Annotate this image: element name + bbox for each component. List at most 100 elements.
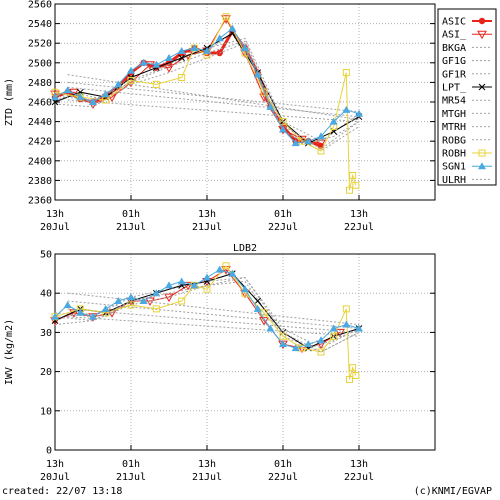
x-tick-label: 13h [350, 459, 368, 470]
legend-label: ASI_ [442, 30, 467, 41]
data-point [259, 93, 269, 103]
data-point [228, 269, 237, 277]
series-asi [50, 266, 345, 354]
x-tick-label: 01h [274, 209, 292, 220]
chart-title: LDB2 [233, 243, 257, 254]
data-point [63, 86, 72, 94]
y-tick-label: 2500 [28, 58, 52, 69]
data-point [178, 297, 186, 305]
data-point [63, 300, 72, 308]
legend-label: SGN1 [442, 162, 466, 173]
y-tick-label: 2480 [28, 78, 52, 89]
data-point [221, 266, 231, 275]
data-point [127, 293, 135, 301]
series-line [67, 292, 360, 326]
x-tick-label: 13h [198, 459, 216, 470]
data-point [177, 47, 186, 55]
data-point [241, 285, 249, 293]
data-point [317, 348, 325, 356]
series-ulrh [54, 40, 360, 150]
data-point [107, 93, 117, 103]
series-line [67, 99, 360, 123]
data-point [152, 80, 160, 88]
series-line [67, 300, 360, 329]
series-line [54, 15, 357, 191]
x-tick-label: 21Jul [116, 222, 146, 233]
data-point [190, 281, 199, 289]
y-tick-label: 2460 [28, 98, 52, 109]
data-point [152, 305, 160, 313]
y-tick-label: 0 [46, 446, 52, 457]
data-point [51, 312, 59, 320]
data-point [222, 262, 230, 270]
legend-label: MTRH [442, 122, 466, 133]
data-point [317, 147, 325, 155]
data-point [304, 137, 313, 145]
series-robg [67, 99, 360, 123]
data-point [346, 186, 353, 194]
legend-box [437, 8, 497, 186]
data-point [152, 289, 161, 297]
data-point [316, 139, 326, 149]
legend-label: GF1G [442, 56, 466, 67]
x-tick-label: 13h [350, 209, 368, 220]
data-point [349, 364, 357, 372]
data-point [165, 281, 173, 289]
y-tick-label: 2360 [28, 196, 52, 207]
series-mr54 [67, 292, 360, 326]
legend-swatch [472, 83, 492, 91]
data-point [335, 328, 345, 338]
data-point [266, 102, 275, 110]
data-point [69, 309, 79, 318]
data-point [178, 74, 186, 81]
series-robh [51, 262, 360, 383]
legend-marker [477, 30, 487, 40]
data-point [355, 109, 363, 117]
data-point [89, 312, 97, 320]
legend-label: MR54 [442, 96, 466, 107]
y-tick-label: 2520 [28, 39, 52, 50]
series-gf1g [54, 276, 360, 349]
data-point [76, 308, 85, 316]
legend-label: ROBG [442, 135, 466, 146]
y-axis-label: ZTD (mm) [4, 78, 15, 126]
data-point [114, 297, 123, 305]
series-lpt [51, 270, 363, 352]
series-ulrh [54, 276, 360, 353]
data-point [279, 340, 287, 348]
data-point [342, 69, 350, 77]
y-axis-label: IWV (kg/m2) [4, 319, 15, 385]
series-line [54, 276, 360, 353]
data-point [342, 305, 350, 313]
data-point [342, 105, 351, 113]
data-point [203, 273, 211, 281]
data-point [127, 66, 135, 74]
data-point [254, 297, 262, 305]
data-point [266, 324, 275, 332]
y-tick-label: 2420 [28, 137, 52, 148]
legend-marker [478, 162, 486, 170]
data-point [145, 61, 155, 70]
y-tick-label: 2400 [28, 156, 52, 167]
data-point [317, 132, 325, 140]
x-tick-label: 22Jul [344, 472, 374, 483]
data-point [127, 301, 135, 309]
created-timestamp: created: 22/07 13:18 [2, 486, 123, 497]
data-point [253, 70, 262, 78]
data-point [342, 320, 351, 328]
series-line [54, 280, 360, 353]
series-line [54, 276, 360, 349]
series-line [54, 264, 357, 380]
data-point [329, 117, 338, 125]
copyright-credit: (c)KNMI/EGVAP [413, 486, 492, 497]
y-tick-label: 2380 [28, 176, 52, 187]
legend-label: BKGA [442, 43, 466, 54]
data-point [215, 265, 224, 273]
legend-label: ROBH [442, 149, 466, 160]
x-tick-label: 20Jul [40, 472, 70, 483]
series-line [67, 308, 360, 333]
series-line [67, 316, 360, 337]
x-tick-label: 21Jul [192, 222, 222, 233]
legend-swatch [472, 17, 492, 25]
